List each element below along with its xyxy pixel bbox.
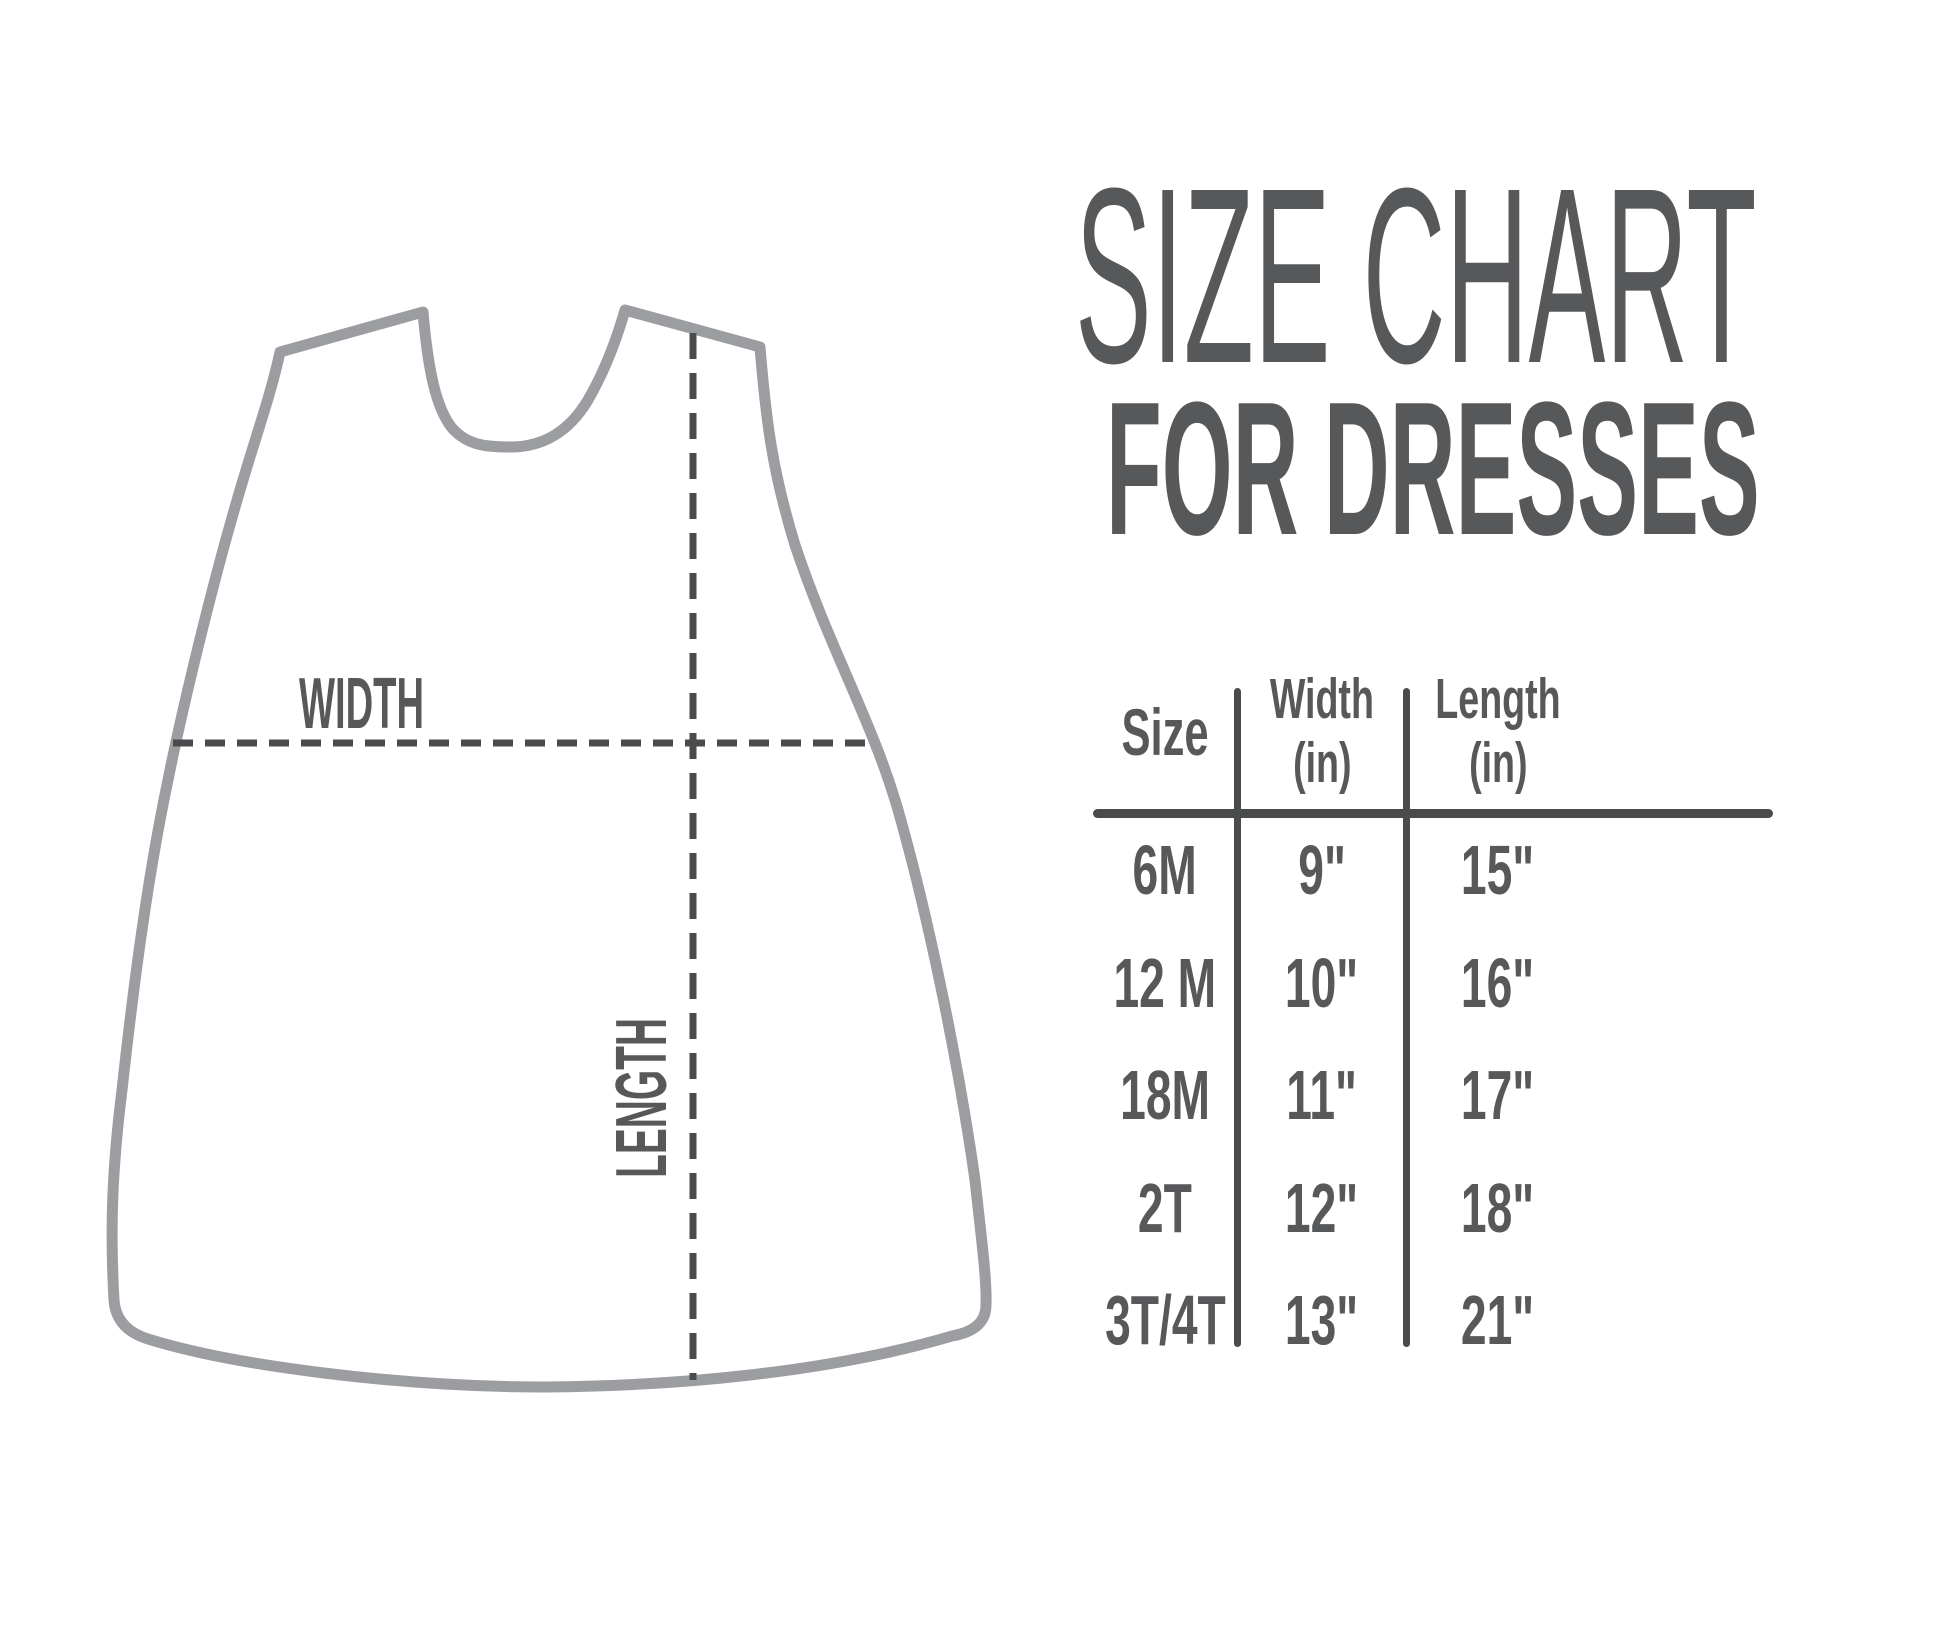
width-label: WIDTH [299, 668, 535, 740]
size-table: Size Width (in) Length (in) 6M 9" 15" 12… [1093, 655, 1773, 1375]
table-row: 2T 12" 18" [1093, 1162, 1773, 1254]
length-cell: 16" [1461, 943, 1535, 1022]
column-header-length: Length (in) [1407, 667, 1589, 797]
width-cell: 11" [1286, 1056, 1358, 1134]
dress-outline-path [106, 304, 992, 1393]
table-row: 18M 11" 17" [1093, 1049, 1773, 1141]
length-cell: 21" [1461, 1281, 1535, 1359]
column-header-size: Size [1093, 667, 1237, 797]
page-subtitle-text: FOR DRESSES [1106, 363, 1760, 575]
length-label: LENGTH [602, 950, 682, 1246]
length-cell: 17" [1461, 1056, 1535, 1134]
size-cell: 6M [1132, 831, 1198, 909]
size-cell: 3T/4T [1104, 1281, 1226, 1359]
width-cell: 10" [1285, 943, 1359, 1022]
page-subtitle: FOR DRESSES [1106, 374, 1946, 564]
width-cell: 12" [1285, 1168, 1359, 1247]
length-cell: 18" [1461, 1168, 1535, 1247]
column-header-width: Width (in) [1237, 667, 1407, 797]
width-cell: 13" [1285, 1281, 1359, 1359]
width-cell: 9" [1298, 831, 1346, 909]
column-header-width-unit: (in) [1292, 731, 1352, 795]
page-title-text: SIZE CHART [1075, 136, 1757, 415]
table-row: 3T/4T 13" 21" [1093, 1274, 1773, 1366]
table-row: 6M 9" 15" [1093, 824, 1773, 916]
length-label-text: LENGTH [602, 1018, 682, 1178]
size-cell: 12 M [1113, 943, 1217, 1022]
table-header-rule [1093, 809, 1773, 818]
column-header-size-text: Size [1121, 695, 1209, 769]
table-column-divider-2 [1403, 688, 1410, 1347]
page-title: SIZE CHART [1075, 151, 1946, 401]
size-cell: 18M [1120, 1056, 1210, 1134]
size-cell: 2T [1138, 1168, 1192, 1247]
column-header-length-unit: (in) [1468, 731, 1528, 795]
length-cell: 15" [1461, 831, 1535, 909]
table-column-divider-1 [1234, 688, 1241, 1347]
column-header-length-text: Length [1435, 667, 1561, 732]
width-label-text: WIDTH [299, 664, 425, 744]
table-row: 12 M 10" 16" [1093, 937, 1773, 1029]
column-header-width-text: Width [1269, 667, 1375, 732]
